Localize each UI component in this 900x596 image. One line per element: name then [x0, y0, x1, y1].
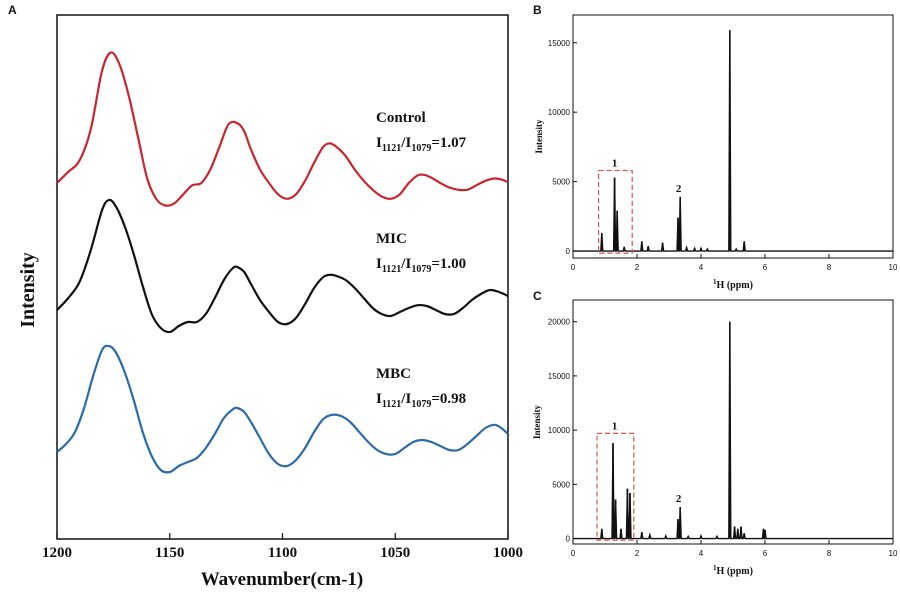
x-tick-label: 6 [763, 549, 768, 558]
panel-label-b: B [533, 3, 542, 17]
peak-annotation-1: 1 [612, 158, 618, 170]
peak-annotation-1: 1 [612, 420, 618, 432]
series-ratio-mic: I1121/I1079=1.00 [376, 256, 466, 275]
x-tick-label: 2 [635, 263, 640, 272]
highlight-box [596, 432, 635, 541]
panel-b-axes: 0 2 4 6 8 10 0 5000 10000 15000 Intensity 1H (ppm) [534, 14, 898, 291]
x-tick-label: 0 [571, 263, 576, 272]
y-tick-label: 5000 [552, 178, 570, 187]
series-name-control: Control [376, 110, 426, 126]
panel-label-a: A [8, 3, 17, 17]
panel-a-x-tick-label: 1150 [155, 545, 184, 561]
panel-a-frame [56, 14, 509, 540]
y-tick-label: 15000 [548, 39, 571, 48]
x-tick-label: 2 [635, 549, 640, 558]
series-name-mic: MIC [376, 231, 407, 247]
y-axis-label: Intensity [534, 119, 544, 154]
highlight-box [597, 169, 633, 254]
series-name-mbc: MBC [376, 366, 411, 382]
x-tick-label: 4 [699, 549, 704, 558]
spectrum-line [573, 30, 893, 252]
x-axis-label: 1H (ppm) [713, 278, 753, 291]
x-tick-label: 0 [571, 549, 576, 558]
panel-a-series-labels: Control I1121/I1079=1.07 MIC I1121/I1079=1.… [376, 110, 467, 410]
panel-a-x-tick-label: 1200 [42, 545, 72, 561]
panel-a-x-axis-label: Wavenumber(cm-1) [201, 569, 364, 590]
panel-c-spectrum: 12 [573, 321, 893, 541]
y-tick-label: 10000 [548, 108, 571, 117]
spectrum-line-mbc [56, 344, 509, 474]
x-axis-label: 1H (ppm) [713, 564, 753, 577]
y-tick-label: 5000 [552, 480, 570, 489]
panel-a-x-tick-label: 1050 [380, 545, 410, 561]
panel-a-x-tick-label: 1000 [493, 545, 523, 561]
series-ratio-mbc: I1121/I1079=0.98 [376, 391, 466, 410]
y-tick-label: 15000 [548, 372, 571, 381]
peak-annotation-2: 2 [676, 493, 682, 505]
peak-annotation-2: 2 [676, 183, 682, 195]
series-ratio-control: I1121/I1079=1.07 [376, 135, 467, 154]
panel-frame [572, 299, 894, 545]
spectrum-line-control [56, 51, 509, 207]
panel-a-spectra [56, 51, 509, 474]
spectrum-line-mic [56, 198, 509, 334]
x-tick-label: 8 [827, 263, 832, 272]
panel-a-x-tick-label: 1100 [268, 545, 297, 561]
y-axis-label: Intensity [532, 405, 542, 440]
panel-label-c: C [533, 289, 542, 303]
y-tick-label: 0 [566, 247, 571, 256]
y-tick-label: 10000 [548, 426, 571, 435]
panel-b-spectrum: 12 [573, 30, 893, 254]
x-tick-label: 4 [699, 263, 704, 272]
spectrum-line [573, 321, 893, 540]
panel-c-axes: 0 2 4 6 8 10 0 5000 10000 15000 20000 Intensity 1H (… [532, 299, 898, 577]
y-tick-label: 20000 [548, 318, 571, 327]
panel-a-y-axis-label: Intensity [17, 252, 39, 328]
panel-a-x-ticks: 1200 1150 1100 1050 1000 [42, 533, 523, 561]
panel-frame [572, 14, 894, 259]
x-tick-label: 10 [889, 263, 898, 272]
y-tick-label: 0 [566, 535, 571, 544]
x-tick-label: 6 [763, 263, 768, 272]
x-tick-label: 8 [827, 549, 832, 558]
x-tick-label: 10 [889, 549, 898, 558]
